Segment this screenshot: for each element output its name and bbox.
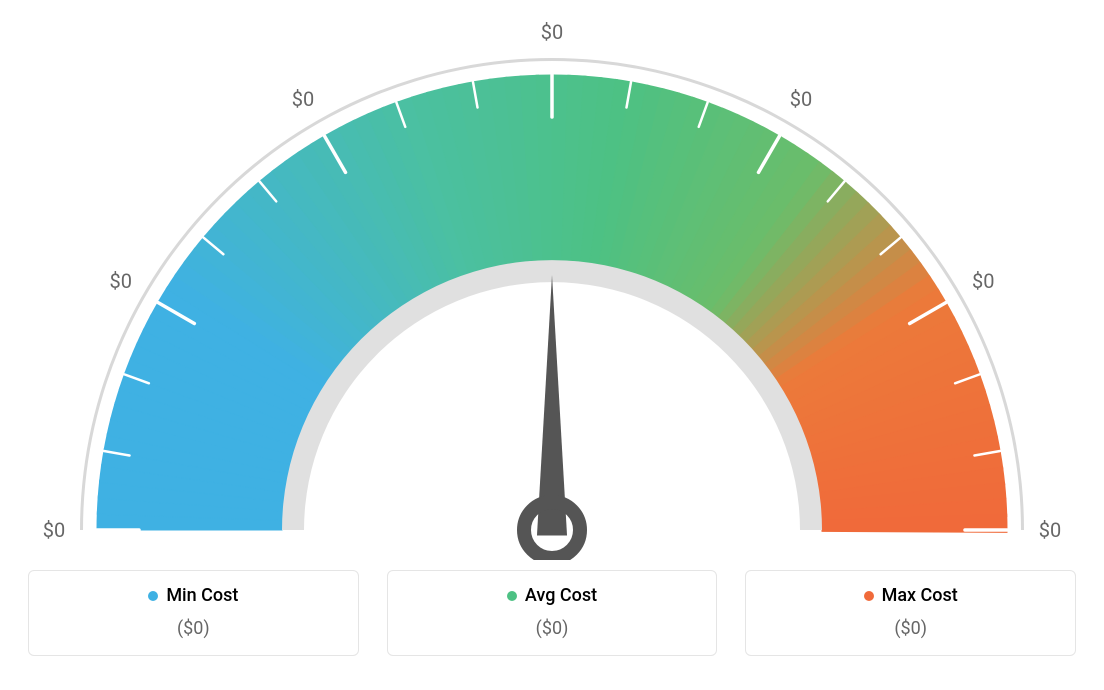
gauge-tick-label: $0 [1039, 518, 1061, 542]
legend-label-avg: Avg Cost [525, 585, 597, 606]
legend-card-max: Max Cost ($0) [745, 570, 1076, 656]
gauge-tick-label: $0 [109, 269, 131, 293]
gauge-tick-label: $0 [972, 269, 994, 293]
legend-title-max: Max Cost [864, 585, 958, 606]
legend-title-min: Min Cost [148, 585, 238, 606]
legend-label-max: Max Cost [882, 585, 958, 606]
gauge-chart: $0 $0 $0 $0 $0 $0 $0 [0, 0, 1104, 560]
gauge-tick-label: $0 [292, 87, 314, 111]
legend-row: Min Cost ($0) Avg Cost ($0) Max Cost ($0… [0, 570, 1104, 656]
gauge-tick-label: $0 [790, 87, 812, 111]
legend-dot-min [148, 591, 158, 601]
legend-dot-avg [507, 591, 517, 601]
legend-value-min: ($0) [29, 618, 358, 639]
legend-card-avg: Avg Cost ($0) [387, 570, 718, 656]
gauge-tick-label: $0 [541, 20, 563, 44]
legend-value-max: ($0) [746, 618, 1075, 639]
gauge-svg [0, 0, 1104, 560]
legend-value-avg: ($0) [388, 618, 717, 639]
gauge-tick-label: $0 [43, 518, 65, 542]
legend-dot-max [864, 591, 874, 601]
legend-label-min: Min Cost [166, 585, 238, 606]
legend-card-min: Min Cost ($0) [28, 570, 359, 656]
legend-title-avg: Avg Cost [507, 585, 597, 606]
